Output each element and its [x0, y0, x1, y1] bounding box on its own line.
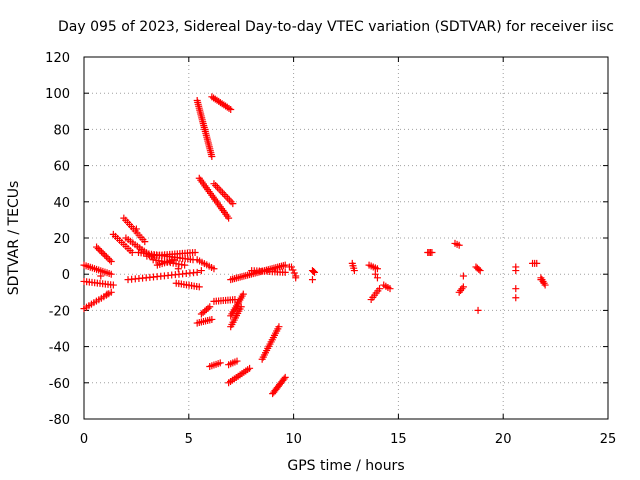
data-point: [237, 303, 245, 311]
x-tick-label: 10: [285, 432, 302, 447]
data-point: [373, 265, 381, 273]
data-point: [128, 248, 136, 256]
y-tick-label: 100: [45, 87, 70, 102]
y-tick-label: 0: [62, 268, 70, 283]
data-point: [281, 373, 289, 381]
data-point: [195, 283, 203, 291]
data-point: [94, 245, 102, 253]
data-point: [428, 248, 436, 256]
y-tick-label: -60: [49, 377, 70, 392]
data-point: [208, 315, 216, 323]
data-point: [246, 364, 254, 372]
chart-title: Day 095 of 2023, Sidereal Day-to-day VTE…: [58, 19, 614, 35]
y-tick-label: 120: [45, 51, 70, 66]
data-point: [289, 266, 297, 274]
data-point: [193, 268, 201, 276]
data-point: [350, 267, 358, 275]
data-point: [216, 359, 224, 367]
data-point: [225, 104, 233, 112]
y-tick-label: 80: [53, 123, 70, 138]
data-point: [204, 304, 212, 312]
data-point: [132, 225, 140, 233]
data-point: [107, 288, 115, 296]
data-point: [107, 258, 115, 266]
data-point: [96, 246, 104, 254]
data-point: [102, 253, 110, 261]
data-point: [533, 259, 541, 267]
data-point: [386, 285, 394, 293]
x-tick-label: 20: [495, 432, 512, 447]
data-point: [208, 153, 216, 161]
grid-layer: [84, 57, 608, 419]
data-point: [541, 281, 549, 289]
data-point: [99, 249, 107, 257]
data-point: [97, 248, 105, 256]
data-point: [109, 281, 117, 289]
x-tick-label: 25: [600, 432, 617, 447]
data-point: [229, 200, 237, 208]
data-point: [107, 270, 115, 278]
data-point: [281, 268, 289, 276]
data-point: [475, 265, 483, 273]
mark-layer: [80, 93, 549, 398]
data-point: [290, 269, 298, 277]
data-point: [174, 265, 182, 273]
data-point: [292, 274, 300, 282]
data-point: [311, 268, 319, 276]
data-point: [512, 285, 520, 293]
data-point: [170, 256, 178, 264]
data-point: [308, 276, 316, 284]
y-tick-label: -80: [49, 413, 70, 428]
data-point: [512, 267, 520, 275]
data-point: [104, 254, 112, 262]
y-tick-label: 20: [53, 232, 70, 247]
data-point: [227, 105, 235, 113]
y-tick-label: 60: [53, 160, 70, 175]
data-point: [280, 375, 288, 383]
data-point: [537, 276, 545, 284]
data-point: [225, 214, 233, 222]
data-point: [275, 323, 283, 331]
data-point: [285, 263, 293, 271]
data-point: [103, 290, 111, 298]
data-point: [239, 290, 247, 298]
label-layer: 0 5 10 15 20 25 -80 -60 -40 -20 0 20 40 60 80 100 120: [45, 51, 616, 447]
data-point: [371, 270, 379, 278]
data-point: [101, 251, 109, 259]
data-point: [459, 283, 467, 291]
data-point: [233, 357, 241, 365]
data-point: [181, 261, 189, 269]
data-point: [376, 285, 384, 293]
x-axis-label: GPS time / hours: [287, 458, 404, 474]
data-point: [93, 243, 101, 251]
y-tick-label: -20: [49, 304, 70, 319]
data-point: [106, 256, 114, 264]
data-point: [97, 272, 105, 280]
data-point: [210, 265, 218, 273]
plot-frame: [83, 56, 609, 420]
data-point: [455, 241, 463, 249]
x-tick-label: 15: [390, 432, 407, 447]
data-point: [197, 267, 205, 275]
x-tick-label: 5: [185, 432, 193, 447]
data-point: [310, 267, 318, 275]
y-tick-label: 40: [53, 196, 70, 211]
y-tick-label: -40: [49, 341, 70, 356]
data-point: [474, 306, 482, 314]
y-axis-label: SDTVAR / TECUs: [6, 181, 22, 296]
data-point: [191, 248, 199, 256]
data-point: [281, 261, 289, 269]
data-point: [206, 303, 214, 311]
data-point: [512, 294, 520, 302]
data-point: [476, 267, 484, 275]
data-point: [459, 272, 467, 280]
x-tick-label: 0: [80, 432, 88, 447]
data-point: [373, 274, 381, 282]
data-point: [141, 238, 149, 246]
